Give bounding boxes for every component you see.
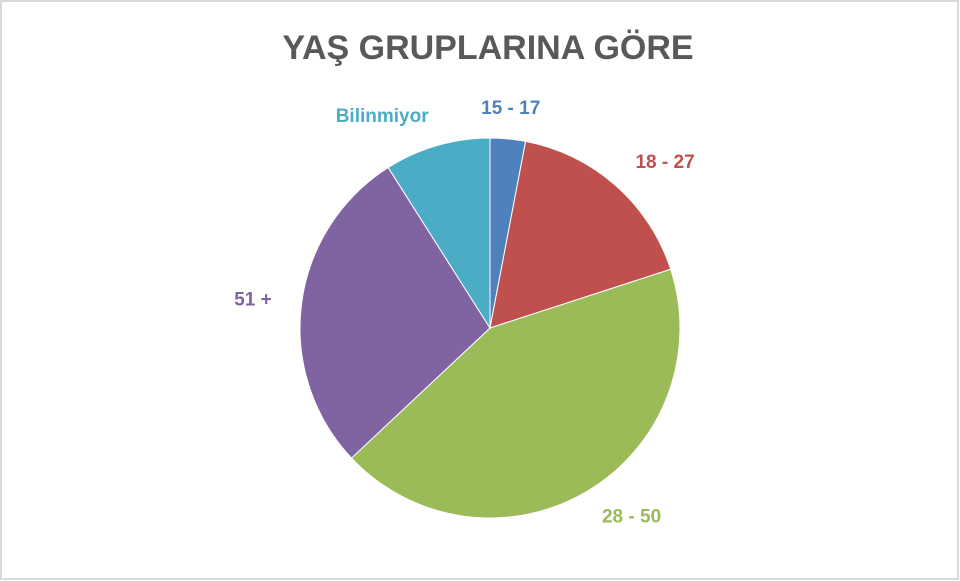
- slice-label: Bilinmiyor: [336, 106, 430, 127]
- slice-label: 15 - 17: [481, 98, 540, 119]
- pie-slice: [350, 268, 681, 519]
- pie-slice: [489, 140, 672, 329]
- slice-label: 28 - 50: [602, 506, 661, 527]
- slice-label: 51 +: [234, 289, 272, 310]
- pie-slice: [299, 166, 491, 459]
- slice-label: 18 - 27: [635, 152, 694, 173]
- pie-slice: [387, 137, 491, 330]
- chart-title: YAŞ GRUPLARINA GÖRE: [282, 29, 693, 67]
